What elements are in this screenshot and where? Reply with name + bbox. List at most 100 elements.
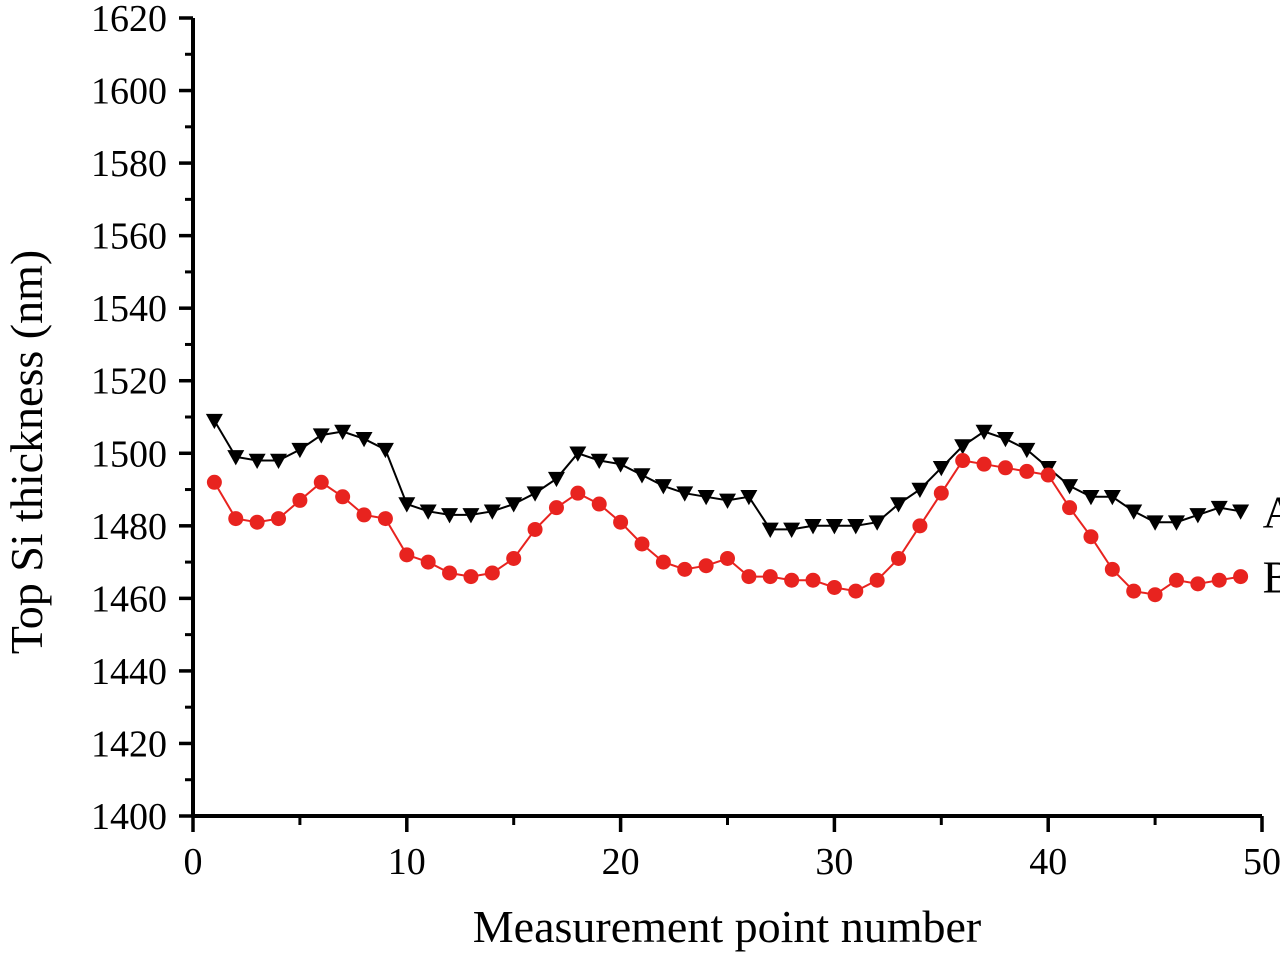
data-point (761, 522, 779, 538)
data-point (1211, 572, 1227, 588)
data-point (848, 583, 864, 599)
y-tick-label: 1440 (91, 651, 167, 693)
data-point (1061, 479, 1079, 495)
data-point (633, 468, 651, 484)
data-point (911, 482, 929, 499)
series-label-a: A (1263, 486, 1280, 537)
data-point (976, 456, 992, 472)
data-point (804, 519, 822, 535)
data-point (376, 442, 394, 459)
data-point (335, 489, 351, 505)
data-point (720, 550, 735, 566)
axes: 0 10 20 30 40 50 1400 1420 1440 1460 1480 1500 1520 1… (91, 0, 1280, 883)
data-point (205, 413, 223, 430)
y-tick-label: 1620 (91, 0, 167, 40)
data-point (377, 511, 393, 527)
data-point (547, 471, 565, 488)
x-axis-title: Measurement point number (473, 901, 981, 952)
data-point (975, 424, 993, 441)
y-tick-label: 1600 (91, 71, 167, 113)
data-point (996, 431, 1014, 448)
data-point (783, 522, 801, 538)
data-point (484, 565, 500, 581)
data-point (677, 561, 693, 577)
data-point (1233, 569, 1249, 585)
y-tick-label: 1500 (91, 433, 167, 475)
data-point (697, 490, 715, 506)
data-point (740, 490, 758, 506)
data-point (1167, 515, 1185, 531)
data-point (419, 504, 437, 520)
data-point (292, 492, 308, 508)
series-b: B (206, 453, 1280, 603)
data-point (654, 479, 672, 495)
data-point (1062, 500, 1078, 516)
data-point (826, 579, 842, 595)
data-point (997, 460, 1013, 476)
series-label-b: B (1263, 552, 1280, 603)
data-point (890, 497, 908, 513)
data-point (954, 439, 972, 455)
data-point (1019, 463, 1035, 479)
data-point (569, 446, 587, 462)
data-point (1210, 500, 1228, 517)
data-point (933, 485, 949, 501)
data-point (655, 554, 671, 570)
x-tick-label: 10 (388, 841, 426, 883)
x-tick-label: 0 (184, 841, 203, 883)
data-point (248, 453, 266, 470)
data-point (1018, 442, 1036, 459)
data-point (570, 485, 586, 501)
data-point (912, 518, 928, 534)
data-point (719, 493, 736, 509)
series-line-b (213, 459, 1241, 596)
x-tick-label: 50 (1243, 841, 1280, 883)
data-point (1104, 561, 1120, 577)
data-point (891, 550, 907, 566)
y-tick-label: 1420 (91, 723, 167, 765)
data-point (869, 572, 885, 588)
data-point (1147, 587, 1163, 603)
data-point (612, 457, 630, 473)
data-point (1126, 583, 1142, 599)
data-point (932, 460, 950, 477)
data-point (1189, 508, 1207, 524)
y-tick-label: 1540 (91, 288, 167, 330)
data-point (312, 428, 330, 444)
data-point (270, 453, 288, 470)
y-tick-label: 1560 (91, 216, 167, 258)
y-tick-label: 1480 (91, 506, 167, 548)
data-point (462, 508, 480, 524)
data-point (463, 569, 479, 585)
data-point (420, 554, 436, 570)
data-point (527, 521, 543, 537)
data-point (1146, 515, 1164, 531)
y-tick-label: 1400 (91, 796, 167, 838)
x-tick-label: 40 (1029, 841, 1067, 883)
data-point (741, 569, 757, 585)
data-point (1190, 576, 1206, 592)
data-point (206, 474, 222, 490)
data-point (591, 496, 607, 512)
data-point (825, 519, 843, 535)
data-point (1125, 504, 1143, 520)
data-point (483, 504, 501, 520)
data-point (1168, 572, 1184, 588)
data-point (442, 565, 458, 581)
data-point (698, 558, 714, 574)
data-point (1232, 504, 1250, 520)
data-point (676, 486, 694, 502)
y-tick-label: 1460 (91, 578, 167, 620)
data-point (334, 424, 352, 441)
x-tick-label: 30 (815, 841, 853, 883)
data-point (506, 550, 522, 566)
data-point (784, 572, 800, 588)
data-point (955, 453, 971, 469)
x-tick-label: 20 (602, 841, 640, 883)
series-layer: AB (205, 413, 1280, 603)
data-point (356, 507, 372, 523)
data-point (228, 511, 244, 527)
data-point (313, 474, 329, 490)
data-point (291, 442, 309, 459)
data-point (1083, 529, 1099, 545)
